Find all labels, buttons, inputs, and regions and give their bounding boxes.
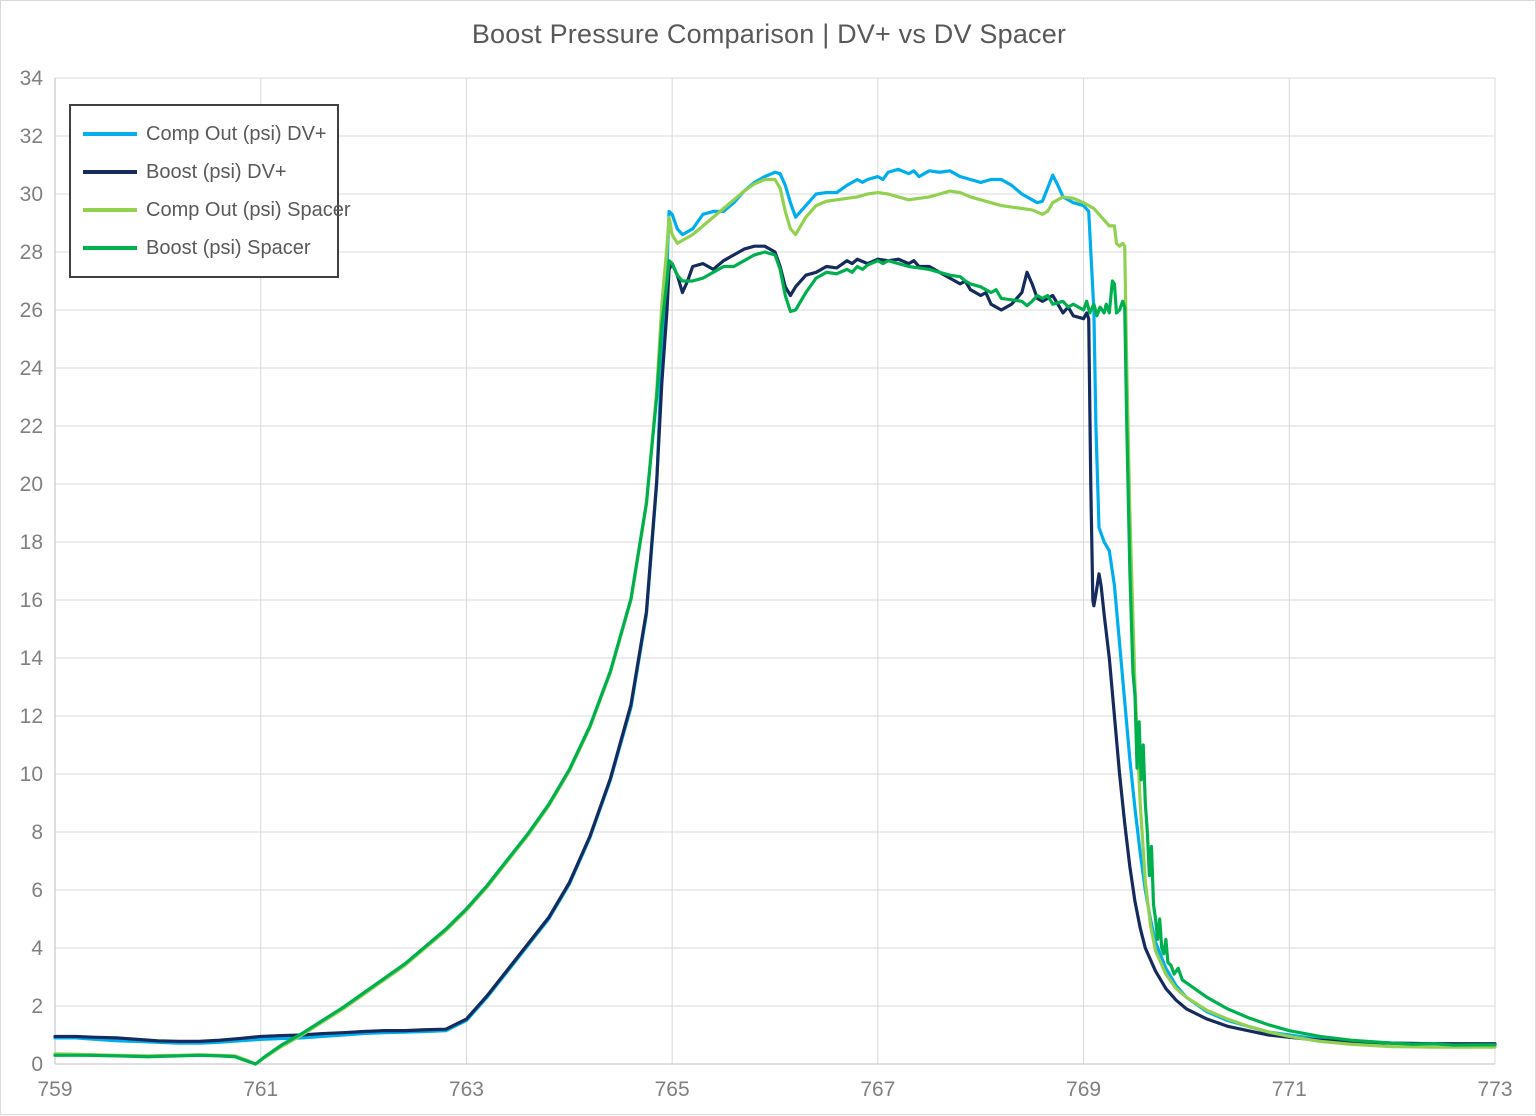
chart-title: Boost Pressure Comparison | DV+ vs DV Sp… xyxy=(471,19,1067,49)
legend-item-0[interactable]: Comp Out (psi) DV+ xyxy=(83,115,327,153)
svg-text:18: 18 xyxy=(20,531,43,554)
svg-text:14: 14 xyxy=(20,647,44,670)
svg-text:26: 26 xyxy=(20,299,43,322)
series-line xyxy=(53,250,1497,1066)
legend-item-label: Comp Out (psi) Spacer xyxy=(146,198,351,221)
svg-text:763: 763 xyxy=(449,1078,484,1101)
svg-text:10: 10 xyxy=(20,763,43,786)
legend-item-label: Comp Out (psi) DV+ xyxy=(146,122,327,145)
svg-text:12: 12 xyxy=(20,705,43,728)
series-line xyxy=(53,244,1497,1046)
svg-text:773: 773 xyxy=(1477,1078,1512,1101)
svg-text:20: 20 xyxy=(20,473,43,496)
legend-color-swatch xyxy=(83,208,137,212)
legend-color-swatch xyxy=(83,170,137,174)
svg-text:4: 4 xyxy=(31,937,43,960)
legend-item-label: Boost (psi) DV+ xyxy=(146,160,287,183)
svg-text:6: 6 xyxy=(31,879,43,902)
series-line xyxy=(53,177,1497,1066)
svg-text:28: 28 xyxy=(20,241,43,264)
svg-text:769: 769 xyxy=(1066,1078,1101,1101)
svg-text:759: 759 xyxy=(37,1078,72,1101)
series-line xyxy=(53,167,1497,1046)
svg-text:0: 0 xyxy=(31,1053,43,1076)
svg-text:30: 30 xyxy=(20,183,43,206)
legend-item-3[interactable]: Boost (psi) Spacer xyxy=(83,229,327,267)
svg-text:765: 765 xyxy=(655,1078,690,1101)
axis-lines xyxy=(54,78,1495,1065)
chart-legend: Comp Out (psi) DV+ Boost (psi) DV+ Comp Ou… xyxy=(69,104,351,278)
svg-text:22: 22 xyxy=(20,415,43,438)
legend-color-swatch xyxy=(83,246,137,250)
legend-color-swatch xyxy=(83,132,137,136)
svg-text:2: 2 xyxy=(31,995,43,1018)
svg-text:34: 34 xyxy=(20,67,44,90)
svg-text:32: 32 xyxy=(20,125,43,148)
legend-item-1[interactable]: Boost (psi) DV+ xyxy=(83,153,327,191)
svg-text:761: 761 xyxy=(243,1078,278,1101)
svg-text:771: 771 xyxy=(1272,1078,1307,1101)
svg-text:767: 767 xyxy=(860,1078,895,1101)
svg-text:24: 24 xyxy=(20,357,44,380)
x-axis-tick-labels: 759 761 763 765 767 769 771 773 xyxy=(37,1078,1512,1101)
series-lines xyxy=(53,167,1497,1066)
legend-item-2[interactable]: Comp Out (psi) Spacer xyxy=(83,191,351,229)
legend-item-label: Boost (psi) Spacer xyxy=(146,236,311,259)
svg-text:16: 16 xyxy=(20,589,43,612)
svg-text:8: 8 xyxy=(31,821,43,844)
